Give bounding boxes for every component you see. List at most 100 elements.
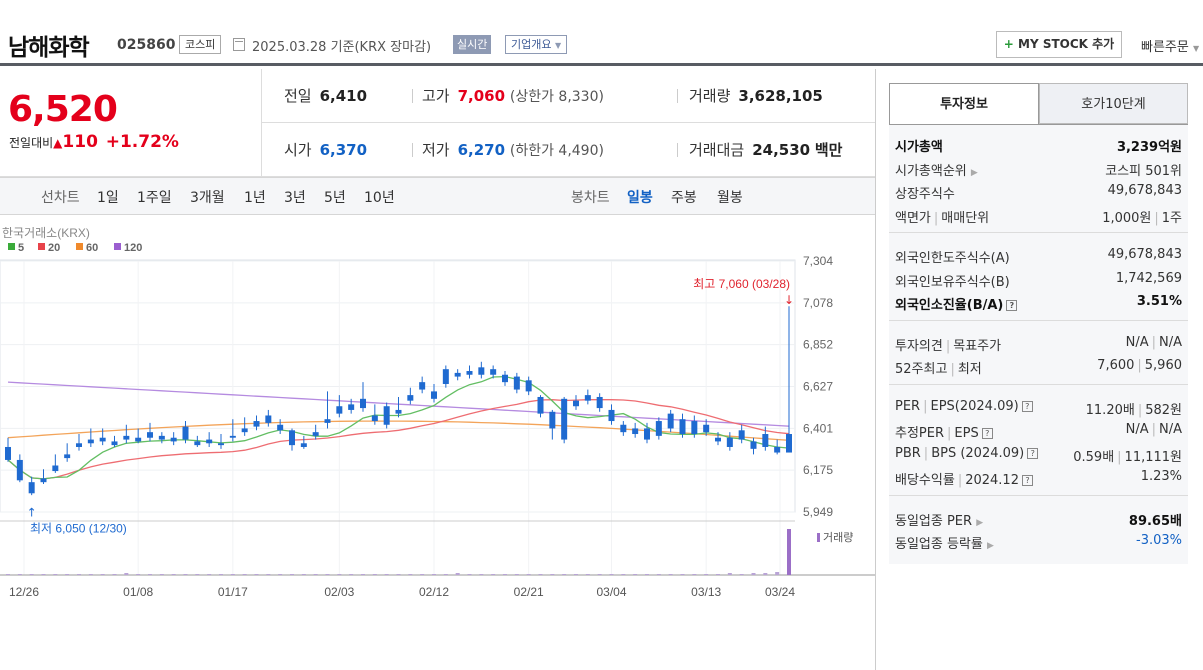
info-label: 시가총액순위 ▶ [895,163,978,179]
x-tick-label: 03/13 [691,585,721,599]
help-icon[interactable]: ? [1006,300,1018,311]
candle-body [786,434,792,453]
candle-body [28,482,35,494]
line-chart-label: 선차트 [41,190,80,206]
ma-legend-swatch [38,243,45,250]
volume-value: 3,628,105 [738,87,823,105]
info-label: 투자의견 | 목표주가 [895,338,1002,354]
volume-bar [325,574,330,575]
help-icon[interactable]: ? [1027,447,1039,459]
info-row: 시가총액 3,239억원 [895,136,1182,156]
volume-legend-label: 거래량 [823,531,853,544]
period-1d[interactable]: 1일 [97,190,119,206]
ma-legend-label: 120 [124,242,142,254]
period-10y[interactable]: 10년 [364,190,395,206]
plus-icon: + [1003,37,1014,51]
tab-invest-info[interactable]: 투자정보 [889,83,1039,124]
volume-bar [6,574,10,575]
y-tick-label: 7,078 [803,296,833,310]
help-icon[interactable]: ? [1021,400,1033,412]
candle-body [360,398,366,409]
company-overview-button[interactable]: 기업개요 ▼ [505,35,568,54]
volume-bar [207,574,212,575]
info-row: 52주최고 | 최저 7,600 | 5,960 [895,358,1182,378]
volume-bar [562,574,567,575]
company-overview-label: 기업개요 [511,38,552,51]
low-price: 저가 6,270 (하한가 4,490) [422,141,604,159]
low-label: 저가 [422,141,450,159]
candle-body [667,413,674,429]
ma-legend-label: 20 [48,242,60,254]
info-value: 0.59배 | 11,111원 [1073,449,1182,465]
period-3m[interactable]: 3개월 [190,190,225,206]
divider [677,143,678,157]
candle-body [584,395,591,401]
volume-bar [763,573,768,575]
candle-body [111,441,118,446]
info-row: 외국인소진율(B/A)? 3.51% [895,294,1182,314]
candle-body [525,380,532,392]
candle-daily[interactable]: 일봉 [627,190,653,206]
info-row: 동일업종 PER ▶ 89.65배 [895,510,1182,530]
open-label: 시가 [284,141,312,159]
candle-chart-label: 봉차트 [571,190,610,206]
period-5y[interactable]: 5년 [324,190,346,206]
volume-bar [680,574,685,575]
price-change: 전일대비▲110 +1.72% [9,132,179,152]
ma20-line [7,399,790,480]
candle-body [632,428,639,435]
period-1y[interactable]: 1년 [244,190,266,206]
base-date: 2025.03.28 기준(KRX 장마감) [252,40,432,55]
candle-body [596,396,603,409]
info-value: 3.51% [1136,294,1182,309]
period-1w[interactable]: 1주일 [137,190,172,206]
volume-bar [230,574,235,575]
candle-body [64,454,71,459]
info-row: 상장주식수 49,678,843 [895,183,1182,203]
info-label: 액면가 | 매매단위 [895,210,990,226]
info-label: 외국인한도주식수(A) [895,251,1010,266]
info-label: 52주최고 | 최저 [895,362,982,377]
volume-bar [290,574,294,575]
low-annotation: 최저 6,050 (12/30) [30,521,127,535]
candle-body [147,432,153,438]
volume-bar [337,574,342,575]
tab-orderbook[interactable]: 호가10단계 [1039,83,1188,124]
realtime-button[interactable]: 실시간 [453,35,492,54]
candle-body [655,421,662,436]
ma-legend-swatch [114,243,121,250]
candle-monthly[interactable]: 월봉 [717,190,743,206]
add-mystock-label: MY STOCK 추가 [1018,37,1115,51]
candle-body [99,437,106,442]
quick-order-button[interactable]: 빠른주문 ▼ [1141,36,1199,55]
help-icon[interactable]: ? [981,428,993,439]
chevron-right-icon: ▶ [970,167,978,178]
change-percent: +1.72% [105,132,179,152]
candle-body [454,372,461,377]
amount-unit: 백만 [814,141,843,159]
volume-bar [739,574,744,575]
help-icon[interactable]: ? [1021,475,1033,486]
quick-order-label: 빠른주문 [1141,40,1189,55]
volume-bar [159,574,164,575]
ma-legend-swatch [8,243,15,250]
info-label: 동일업종 등락률 ▶ [895,537,994,552]
candle-body [738,430,745,440]
up-arrow-icon: ↑ [27,505,37,519]
candle-body [218,443,224,446]
candle-weekly[interactable]: 주봉 [671,190,697,206]
info-label: 추정PER | EPS? [895,422,993,441]
chevron-down-icon: ▼ [554,41,562,50]
candle-body [229,435,236,438]
add-mystock-button[interactable]: + MY STOCK 추가 [996,31,1122,58]
candle-body [16,459,23,481]
y-tick-label: 5,949 [803,505,833,519]
y-tick-label: 6,627 [803,380,833,394]
candle-body [561,398,568,440]
trade-amount: 거래대금 24,530 백만 [689,139,842,160]
period-3y[interactable]: 3년 [284,190,306,206]
candle-body [383,406,390,425]
volume-bar [751,573,756,575]
stock-header: 남해화학 025860 코스피 2025.03.28 기준(KRX 장마감) 실… [0,0,1203,66]
candle-body [312,432,319,436]
